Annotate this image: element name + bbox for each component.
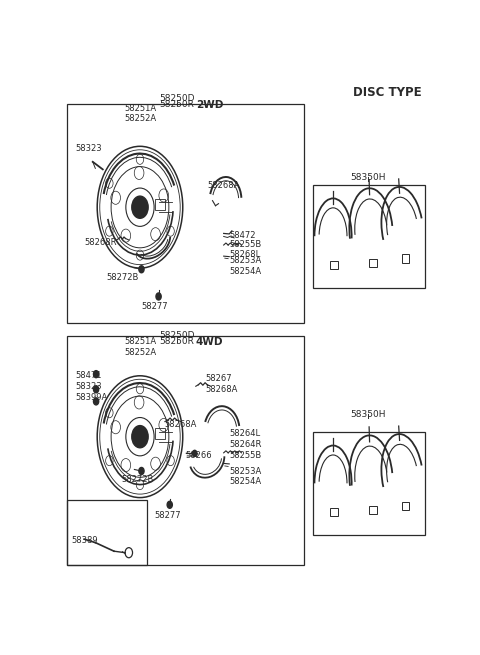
Bar [402,254,409,263]
Text: DISC TYPE: DISC TYPE [353,86,421,99]
Text: 58277: 58277 [155,511,181,520]
Text: 58251A
58252A: 58251A 58252A [124,104,156,123]
Text: 58472: 58472 [229,231,256,240]
Text: 58268A: 58268A [205,384,238,394]
Circle shape [132,426,148,448]
Text: 58272B: 58272B [107,273,139,282]
Text: 58267: 58267 [205,373,232,383]
Bar [67,336,304,565]
Text: 58250R: 58250R [160,100,194,109]
Circle shape [139,468,144,474]
Circle shape [139,266,144,272]
Text: 58323: 58323 [75,144,101,153]
Text: 58350H: 58350H [350,411,386,419]
Circle shape [94,371,99,378]
Text: 58350H: 58350H [350,174,386,183]
Bar [330,508,337,515]
Circle shape [167,501,172,508]
Text: 58255B: 58255B [229,451,262,460]
Text: 58277: 58277 [142,302,168,311]
Text: 58272B: 58272B [121,474,154,483]
Circle shape [94,386,99,393]
Text: 58250D: 58250D [159,331,195,340]
Bar [313,185,424,288]
Text: 2WD: 2WD [196,100,223,110]
Text: 58268R: 58268R [84,238,117,247]
Bar [370,506,377,514]
Bar [155,428,165,440]
Bar [370,259,377,267]
Circle shape [156,293,161,300]
Bar [67,500,147,565]
Bar [402,502,409,510]
Text: 58268A: 58268A [207,181,240,191]
Text: 58266: 58266 [186,451,212,460]
Text: 58323: 58323 [75,383,101,391]
Text: 58264L
58264R: 58264L 58264R [229,429,262,449]
Circle shape [132,196,148,218]
Text: 58471: 58471 [75,371,101,380]
Text: 58251A
58252A: 58251A 58252A [124,337,156,357]
Text: 58250D: 58250D [159,94,195,103]
Bar [313,432,424,535]
Bar [330,261,337,269]
Circle shape [94,398,99,405]
Text: 58399A: 58399A [75,393,107,402]
Text: 58255B
58268L: 58255B 58268L [229,240,262,259]
Text: 58389: 58389 [71,536,98,545]
Text: 58253A
58254A: 58253A 58254A [229,256,262,276]
Bar [67,103,304,323]
Circle shape [192,450,197,457]
Bar [155,198,165,210]
Text: 58250R: 58250R [160,337,194,346]
Text: 58253A
58254A: 58253A 58254A [229,467,262,487]
Text: 58268A: 58268A [164,420,196,429]
Text: 4WD: 4WD [196,337,223,347]
